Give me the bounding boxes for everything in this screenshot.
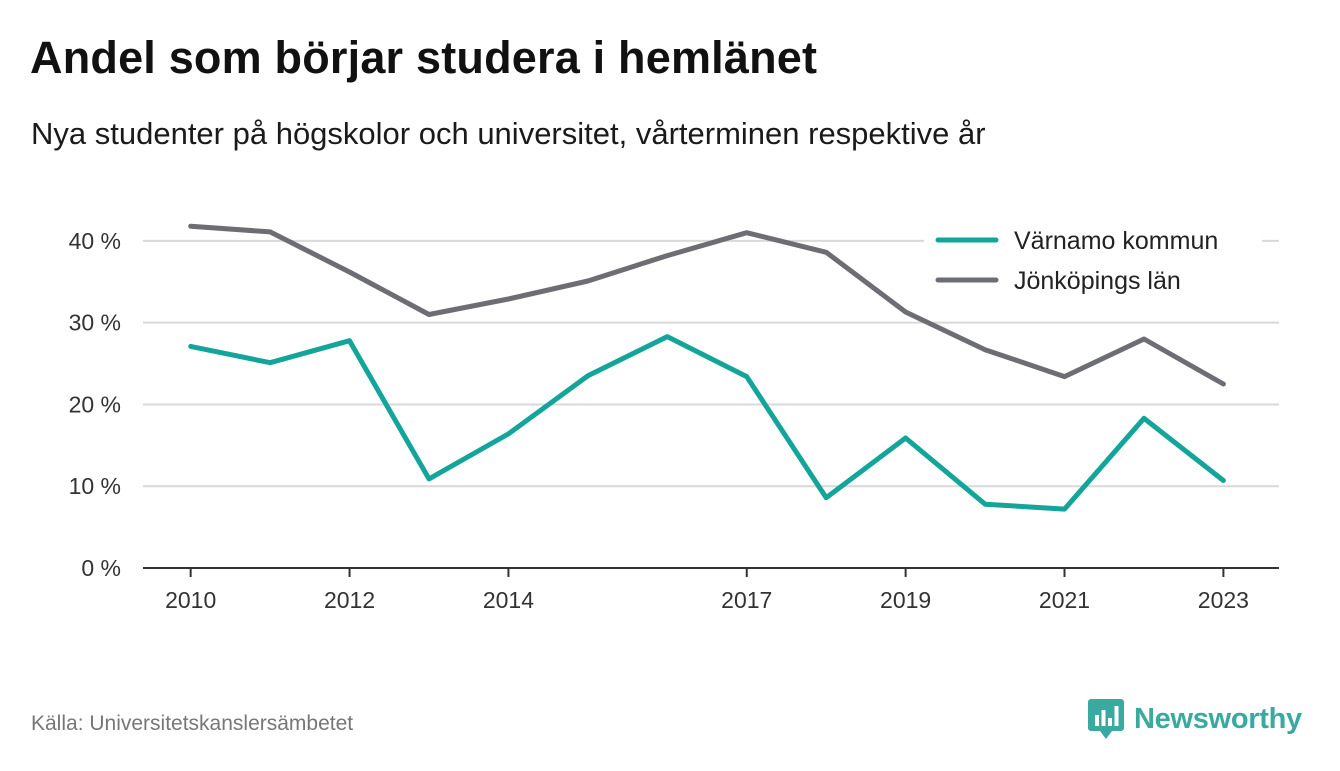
y-tick-label: 30 %: [69, 310, 121, 336]
x-axis: 2010 2012 2014 2017 2019 2021 2023: [143, 567, 1279, 613]
x-tick-label: 2012: [324, 587, 375, 613]
x-tick-label: 2017: [721, 587, 772, 613]
y-axis-labels: 0 % 10 % 20 % 30 % 40 %: [69, 228, 121, 581]
chart-title: Andel som börjar studera i hemlänet: [30, 32, 818, 83]
series-lines: [188, 223, 1226, 512]
brand-name: Newsworthy: [1134, 702, 1302, 735]
x-tick-label: 2014: [483, 587, 534, 613]
y-tick-label: 10 %: [69, 473, 121, 499]
x-tick-label: 2023: [1198, 587, 1249, 613]
chart-subtitle: Nya studenter på högskolor och universit…: [31, 116, 986, 151]
legend-label: Jönköpings län: [1014, 267, 1181, 295]
series-line-1: [188, 223, 1226, 387]
y-tick-label: 40 %: [69, 228, 121, 254]
y-tick-label: 0 %: [81, 555, 121, 581]
source-note: Källa: Universitetskanslersämbetet: [31, 712, 354, 735]
legend-label: Värnamo kommun: [1014, 227, 1218, 255]
y-tick-label: 20 %: [69, 391, 121, 417]
x-tick-label: 2019: [880, 587, 931, 613]
series-line-0: [188, 334, 1226, 512]
x-tick-label: 2021: [1039, 587, 1090, 613]
x-tick-label: 2010: [165, 587, 216, 613]
brand-logo: Newsworthy: [1088, 697, 1302, 741]
legend-background: [924, 218, 1262, 308]
newsworthy-logo-icon: [1088, 699, 1124, 739]
legend: Värnamo kommun Jönköpings län: [924, 218, 1262, 308]
